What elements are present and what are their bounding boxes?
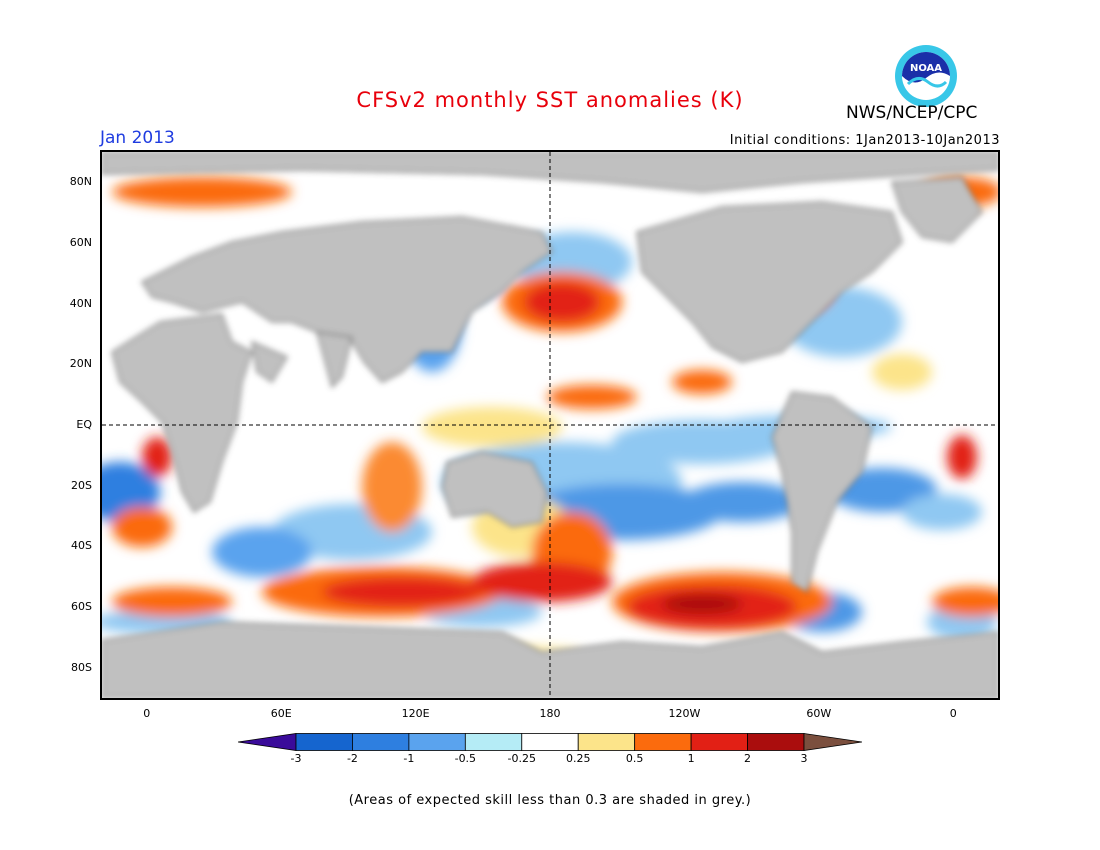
lat-label-8: 80S <box>71 660 92 674</box>
colorbar-box-3 <box>464 733 523 751</box>
lon-label-4: 120W <box>668 707 701 720</box>
period-label: Jan 2013 <box>100 128 175 148</box>
sst-anomaly-map <box>100 150 1000 700</box>
colorbar-arrow-high <box>803 733 862 751</box>
lat-label-0: 80N <box>69 175 92 189</box>
reference-lines <box>102 152 998 698</box>
colorbar-box-1 <box>352 733 410 751</box>
colorbar-tick-7: 1 <box>687 752 695 765</box>
colorbar <box>238 733 862 751</box>
colorbar-box-4 <box>521 733 579 751</box>
colorbar-box-7 <box>690 733 748 751</box>
colorbar-tick-4: -0.25 <box>507 752 536 765</box>
lat-label-2: 40N <box>69 296 92 310</box>
lon-label-1: 60E <box>270 707 292 720</box>
lat-label-4: EQ <box>76 418 92 431</box>
lat-label-7: 60S <box>71 600 92 613</box>
lon-label-5: 60W <box>806 707 832 720</box>
map-canvas <box>102 152 998 698</box>
lon-label-6: 0 <box>949 707 957 720</box>
lon-label-3: 180 <box>539 707 561 720</box>
colorbar-box-8 <box>747 733 805 751</box>
colorbar-tick-2: -1 <box>403 752 415 765</box>
lat-label-1: 60N <box>69 236 92 249</box>
lat-label-6: 40S <box>71 539 92 553</box>
lon-label-0: 0 <box>143 707 151 720</box>
lat-label-3: 20N <box>69 357 92 371</box>
colorbar-arrow-low <box>238 733 297 751</box>
noaa-logo-text: NOAA <box>910 63 942 74</box>
colorbar-tick-5: 0.25 <box>565 752 591 765</box>
colorbar-tick-6: 0.5 <box>625 752 644 765</box>
colorbar-box-5 <box>577 733 636 751</box>
lat-label-5: 20S <box>71 478 92 492</box>
colorbar-tick-8: 2 <box>744 752 752 765</box>
colorbar-box-0 <box>295 733 353 751</box>
noaa-logo: NOAA <box>895 45 957 107</box>
colorbar-tick-1: -2 <box>346 752 358 765</box>
initial-conditions-label: Initial conditions: 1Jan2013-10Jan2013 <box>729 133 1000 148</box>
skill-footnote: (Areas of expected skill less than 0.3 a… <box>348 793 752 808</box>
colorbar-box-2 <box>408 733 466 751</box>
colorbar-tick-9: 3 <box>800 752 808 765</box>
lon-label-2: 120E <box>401 707 430 720</box>
colorbar-tick-3: -0.5 <box>454 752 477 765</box>
map-title: CFSv2 monthly SST anomalies (K) <box>356 88 744 112</box>
colorbar-tick-0: -3 <box>290 752 302 765</box>
agency-label: NWS/NCEP/CPC <box>846 103 978 123</box>
colorbar-box-6 <box>634 733 692 751</box>
